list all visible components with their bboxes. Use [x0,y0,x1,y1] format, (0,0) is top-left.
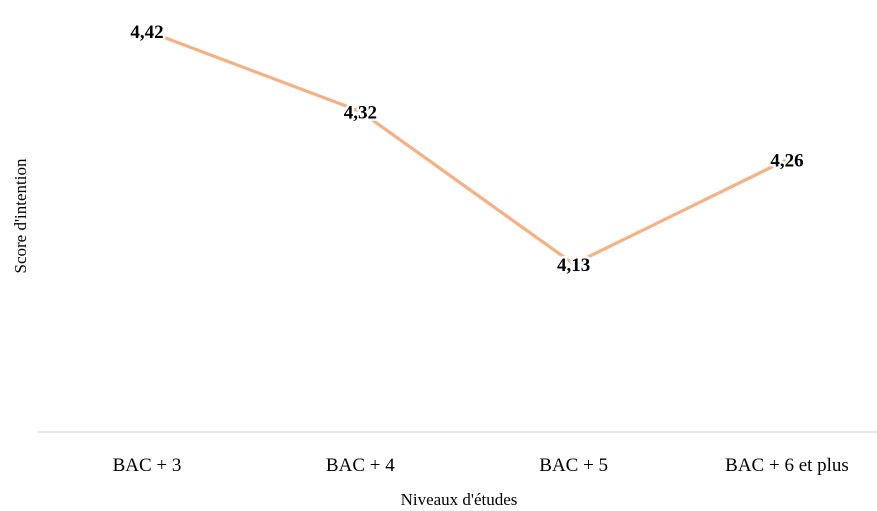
x-tick-label: BAC + 3 [113,455,182,476]
x-tick-layer: BAC + 3 BAC + 4 BAC + 5 BAC + 6 et plus [113,455,849,476]
y-axis-title: Score d'intention [11,158,30,273]
data-label: 4,32 [344,102,377,123]
data-label: 4,42 [130,22,163,43]
series-line-segment [145,29,362,113]
series-line-layer [145,29,789,266]
series-line-segment [358,109,576,266]
series-line-segment [572,157,789,266]
data-label: 4,13 [557,255,590,276]
x-tick-label: BAC + 6 et plus [725,455,849,476]
x-tick-label: BAC + 4 [326,455,395,476]
x-tick-label: BAC + 5 [539,455,608,476]
x-axis-title: Niveaux d'études [401,490,518,509]
data-label-layer: 4,42 4,32 4,13 4,26 [128,20,806,279]
data-label: 4,26 [770,151,803,172]
